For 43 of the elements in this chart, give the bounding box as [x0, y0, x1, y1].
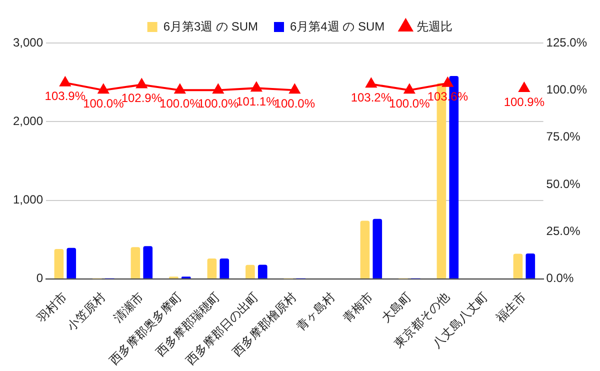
y-tick-label: 1,000 — [13, 192, 44, 207]
bar — [207, 258, 217, 278]
legend-label: 6月第4週 の SUM — [290, 19, 385, 34]
legend-label: 先週比 — [416, 19, 453, 34]
bar — [360, 220, 370, 278]
y2-tick-label: 25.0% — [546, 224, 581, 238]
point — [442, 77, 453, 87]
bar — [130, 247, 140, 278]
y2-tick-label: 100.0% — [546, 82, 588, 96]
point — [174, 84, 186, 94]
point — [518, 82, 530, 92]
data-label: 103.9% — [44, 89, 86, 104]
bar — [526, 253, 536, 278]
bar — [246, 264, 255, 278]
y-tick-label: 2,000 — [13, 114, 44, 128]
bar — [66, 248, 76, 278]
y2-tick-label: 50.0% — [546, 176, 581, 191]
y-tick-label: 0 — [36, 271, 44, 286]
bar — [372, 218, 382, 278]
bar — [513, 254, 523, 278]
point — [251, 82, 262, 92]
point — [60, 76, 70, 86]
point — [289, 84, 300, 94]
y2-tick-label: 0.0% — [546, 271, 574, 286]
bar — [54, 249, 64, 278]
y-tick-label: 3,000 — [13, 35, 44, 50]
bar — [258, 264, 268, 278]
data-label: 100.0% — [274, 96, 316, 110]
point — [404, 84, 415, 94]
data-label: 103.2% — [350, 90, 392, 104]
y2-tick-label: 125.0% — [546, 35, 588, 50]
legend-label: 6月第3週 の SUM — [163, 19, 258, 34]
point — [136, 78, 147, 88]
point — [366, 78, 376, 88]
bar — [220, 258, 230, 278]
data-label: 100.9% — [504, 94, 545, 109]
point — [98, 84, 109, 94]
data-label: 100.0% — [198, 96, 239, 110]
x-tick-label: 青梅市 — [340, 290, 376, 325]
y2-tick-label: 75.0% — [546, 130, 581, 144]
point — [212, 84, 224, 94]
bar — [143, 246, 153, 278]
x-tick-label: 福生市 — [493, 290, 529, 325]
